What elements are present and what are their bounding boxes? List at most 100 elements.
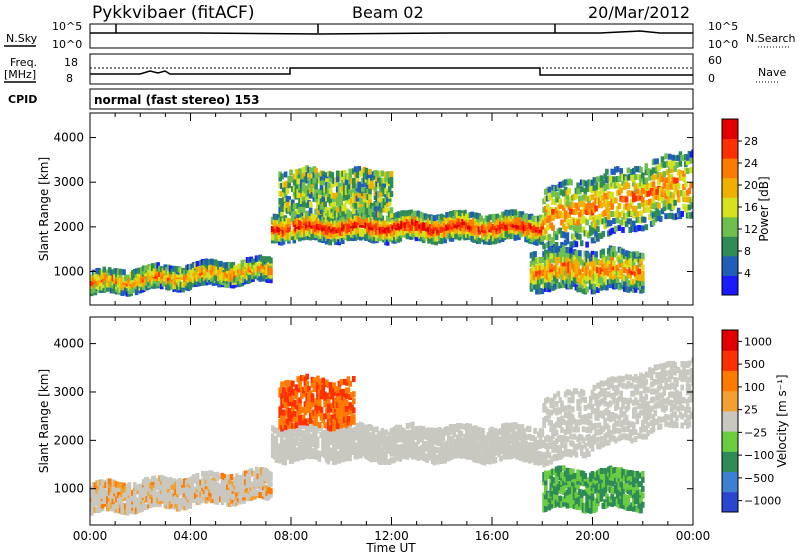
heatmap-cell [303,234,307,241]
heatmap-cell [368,182,372,189]
heatmap-cell [344,379,349,386]
heatmap-cell [560,265,564,272]
heatmap-cell [317,400,322,407]
heatmap-cell [156,481,160,487]
heatmap-cell [222,487,227,494]
heatmap-cell [687,212,692,218]
heatmap-cell [332,409,336,415]
heatmap-cell [660,176,665,183]
heatmap-cell [357,224,361,231]
heatmap-cell [657,214,661,221]
heatmap-cell [626,190,631,197]
heatmap-cell [314,432,318,438]
heatmap-cell [553,275,557,282]
heatmap-cell [624,275,629,282]
heatmap-cell [335,170,340,177]
heatmap-cell [378,459,383,465]
heatmap-cell [204,488,209,494]
heatmap-cell [292,179,297,186]
heatmap-cell [605,256,609,263]
heatmap-cell [563,210,568,217]
heatmap-cell [301,387,306,394]
heatmap-cell [617,246,622,253]
heatmap-cell [120,508,124,515]
heatmap-cell [332,177,336,184]
heatmap-cell [287,407,291,414]
heatmap-cell [378,451,383,458]
heatmap-cell [348,424,352,431]
heatmap-cell [389,182,394,188]
heatmap-cell [682,196,686,202]
heatmap-cell [303,442,307,449]
heatmap-cell [657,164,661,171]
heatmap-cell [306,437,311,444]
heatmap-cell [619,257,623,264]
heatmap-cell [569,208,573,215]
heatmap-cell [357,207,361,214]
heatmap-cell [596,287,600,293]
heatmap-cell [666,160,670,167]
heatmap-cell [581,226,586,233]
heatmap-cell [626,218,631,225]
heatmap-cell [610,279,614,286]
power-y-axis-label: Slant Range [km] [37,157,51,261]
colorbar-segment [722,158,738,179]
heatmap-cell [352,208,356,215]
heatmap-cell [662,205,667,211]
heatmap-cell [359,170,363,177]
heatmap-cell [560,242,564,248]
heatmap-cell [601,231,606,237]
heatmap-cell [418,223,422,230]
heatmap-cell [450,218,455,224]
heatmap-cell [174,501,178,508]
heatmap-cell [344,183,349,190]
heatmap-cell [278,198,282,204]
heatmap-cell [671,154,676,161]
heatmap-cell [344,188,349,195]
heatmap-cell [470,439,474,446]
heatmap-cell [657,172,661,179]
heatmap-cell [626,167,631,174]
heatmap-cell [195,476,200,483]
heatmap-cell [301,190,306,197]
heatmap-cell [452,431,456,438]
heatmap-cell [488,442,492,449]
heatmap-cell [364,213,368,220]
heatmap-cell [285,232,289,239]
heatmap-cell [430,427,435,434]
heatmap-cell [560,219,564,226]
heatmap-cell [448,218,453,225]
heatmap-cell [315,450,320,457]
heatmap-cell [195,473,200,479]
heatmap-cell [149,488,153,495]
heatmap-cell [579,240,584,247]
heatmap-cell [482,230,487,237]
heatmap-cell [481,438,485,445]
heatmap-cell [325,207,329,213]
heatmap-cell [633,173,638,180]
heatmap-cell [106,269,110,276]
heatmap-cell [527,426,532,433]
heatmap-cell [628,202,632,209]
heatmap-cell [269,267,273,274]
heatmap-cell [466,453,471,460]
heatmap-cell [662,171,667,178]
heatmap-cell [626,251,631,257]
heatmap-cell [375,210,379,217]
heatmap-cell [605,183,609,190]
heatmap-cell [382,439,386,446]
heatmap-cell [536,459,541,466]
heatmap-cell [149,492,153,499]
heatmap-cell [495,213,500,220]
heatmap-cell [596,271,600,278]
heatmap-cell [615,166,620,173]
heatmap-cell [529,455,534,461]
heatmap-cell [307,406,311,413]
heatmap-cell [328,197,333,204]
heatmap-cell [391,457,395,464]
heatmap-cell [651,181,656,188]
heatmap-cell [526,233,530,240]
heatmap-cell [430,215,435,222]
heatmap-cell [332,200,336,207]
velocity-heatmap-cells [90,357,693,516]
